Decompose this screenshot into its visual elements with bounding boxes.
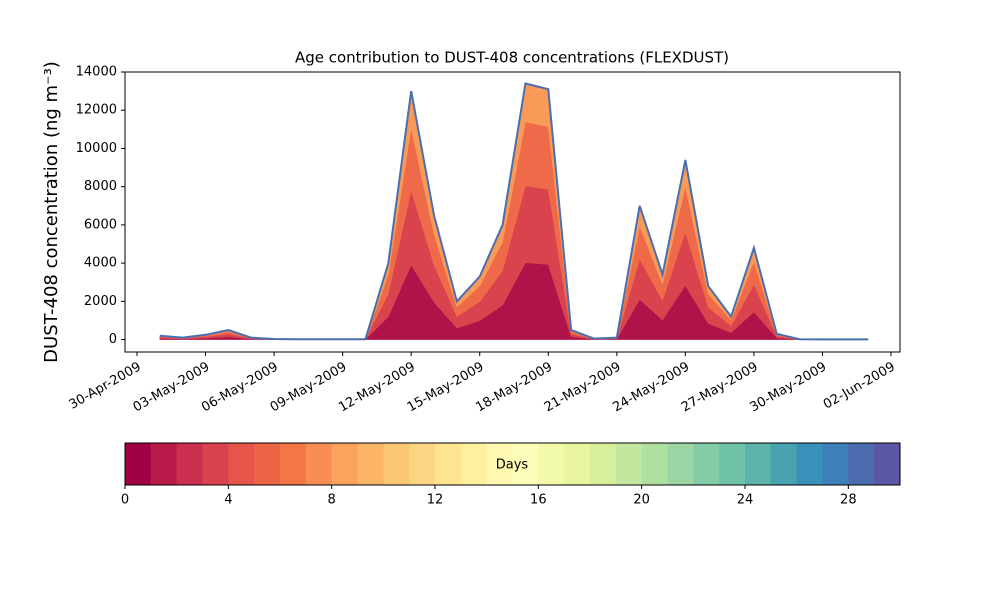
colorbar-swatch [538, 443, 565, 485]
y-axis-label: DUST-408 concentration (ng m⁻³) [41, 61, 62, 363]
colorbar-swatch [590, 443, 617, 485]
colorbar-swatch [796, 443, 823, 485]
colorbar-swatch [486, 443, 513, 485]
colorbar-swatch [770, 443, 798, 485]
colorbar-swatch [641, 443, 668, 485]
y-tick-label: 2000 [84, 294, 117, 309]
colorbar-swatch [280, 443, 307, 485]
y-tick-label: 8000 [84, 179, 117, 194]
colorbar-swatch [874, 443, 901, 485]
colorbar-tick-label: 0 [121, 493, 129, 508]
colorbar-swatch [822, 443, 849, 485]
colorbar-tick-label: 8 [328, 493, 336, 508]
plot-frame [124, 71, 901, 353]
colorbar-swatch [848, 443, 875, 485]
y-tick-label: 14000 [76, 65, 117, 80]
y-tick-label: 4000 [84, 256, 117, 271]
colorbar-tick-label: 12 [427, 493, 444, 508]
chart-title: Age contribution to DUST-408 concentrati… [295, 49, 729, 67]
colorbar-frame [124, 442, 901, 486]
colorbar-swatch [564, 443, 591, 485]
colorbar-swatch [202, 443, 229, 485]
colorbar-swatch [615, 443, 643, 485]
y-tick-label: 6000 [84, 217, 117, 232]
colorbar-tick-label: 4 [224, 493, 232, 508]
colorbar-label: Days [496, 458, 529, 473]
colorbar-swatch [357, 443, 384, 485]
y-tick-label: 12000 [76, 103, 117, 118]
colorbar-swatch [305, 443, 333, 485]
colorbar-tick-label: 28 [840, 493, 857, 508]
y-tick-label: 10000 [76, 141, 117, 156]
colorbar-swatch [460, 443, 488, 485]
colorbar-swatch [667, 443, 694, 485]
colorbar-swatch [745, 443, 772, 485]
outline [159, 82, 869, 341]
colorbar-swatch [435, 443, 462, 485]
colorbar-swatch [331, 443, 358, 485]
colorbar-swatch [125, 443, 152, 485]
colorbar-swatch [693, 443, 720, 485]
colorbar-swatch [228, 443, 255, 485]
colorbar-tick-label: 20 [633, 493, 650, 508]
colorbar-swatch [383, 443, 410, 485]
colorbar-swatch [150, 443, 178, 485]
colorbar-swatch [176, 443, 203, 485]
colorbar-swatch [409, 443, 436, 485]
colorbar-tick-label: 16 [530, 493, 547, 508]
colorbar-swatch [512, 443, 539, 485]
colorbar-swatch [719, 443, 746, 485]
colorbar-tick-label: 24 [737, 493, 754, 508]
colorbar-swatch [254, 443, 281, 485]
y-tick-label: 0 [109, 332, 117, 347]
